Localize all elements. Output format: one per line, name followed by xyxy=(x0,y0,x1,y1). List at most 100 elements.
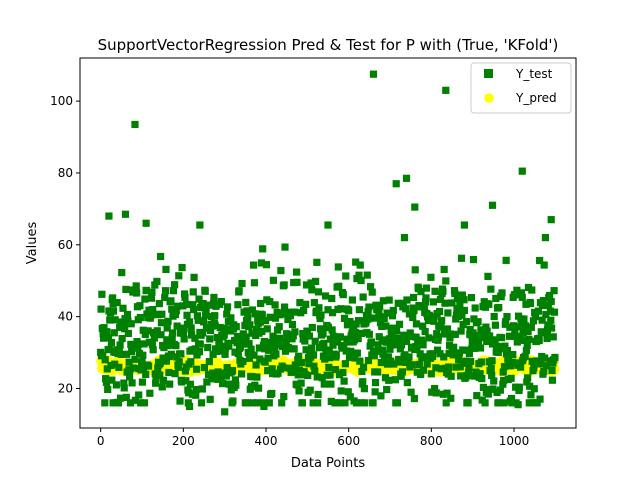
y-test-point xyxy=(528,286,536,294)
y-test-point xyxy=(292,268,301,276)
y-test-point xyxy=(278,399,286,407)
y-test-point xyxy=(328,326,336,334)
y-test-point xyxy=(246,321,254,329)
y-test-point xyxy=(249,399,257,407)
y-test-point xyxy=(255,344,263,352)
y-test-point xyxy=(399,299,407,307)
y-test-point xyxy=(328,294,336,303)
y-test-point xyxy=(328,309,337,317)
y-test-point xyxy=(196,340,204,348)
y-test-point xyxy=(182,377,190,385)
y-test-point xyxy=(235,287,243,295)
y-test-point xyxy=(281,347,290,355)
y-test-point xyxy=(253,373,261,381)
y-test-point xyxy=(215,340,223,348)
y-test-point xyxy=(317,311,325,319)
y-test-point xyxy=(131,396,139,404)
y-test-point xyxy=(179,329,187,337)
y-test-point xyxy=(250,261,258,269)
y-test-point xyxy=(278,342,287,351)
y-test-point xyxy=(402,305,410,313)
y-test-point xyxy=(127,320,135,328)
y-test-point xyxy=(441,299,449,307)
y-test-point xyxy=(474,318,482,326)
y-test-point xyxy=(261,358,269,366)
y-test-point xyxy=(455,355,463,364)
y-test-point xyxy=(531,313,540,321)
y-test-point xyxy=(127,340,135,348)
y-test-point xyxy=(500,399,508,407)
y-test-point xyxy=(488,371,496,380)
y-test-point xyxy=(234,349,242,358)
y-test-point xyxy=(412,320,421,328)
y-test-point xyxy=(256,318,264,326)
y-test-point xyxy=(223,364,231,372)
y-test-point xyxy=(365,303,373,311)
y-test-point xyxy=(354,335,362,343)
y-test-point xyxy=(534,307,542,315)
y-test-point xyxy=(302,281,311,289)
y-test-point xyxy=(131,120,139,129)
y-test-point xyxy=(436,350,444,358)
y-test-point xyxy=(413,343,421,351)
y-test-point xyxy=(391,376,399,384)
y-test-point xyxy=(99,352,107,360)
y-test-point xyxy=(383,309,391,317)
y-test-point xyxy=(175,272,183,280)
y-test-point xyxy=(260,402,268,411)
y-test-point xyxy=(411,266,419,274)
y-test-point xyxy=(332,351,340,359)
y-test-point xyxy=(324,323,333,332)
x-axis: 0 200 400 600 800 1000 xyxy=(97,428,529,448)
y-test-point xyxy=(364,308,372,316)
y-test-point xyxy=(244,314,252,322)
y-test-point xyxy=(132,282,140,290)
legend: Y_test Y_pred xyxy=(470,62,572,114)
y-axis-label: Values xyxy=(25,222,40,265)
y-test-point xyxy=(167,297,175,305)
y-test-point xyxy=(331,366,340,374)
y-test-point xyxy=(247,345,255,353)
y-test-point xyxy=(306,386,314,394)
y-test-point xyxy=(454,312,462,321)
y-test-point xyxy=(442,277,450,285)
y-test-point xyxy=(203,378,211,386)
y-test-point xyxy=(344,388,352,396)
y-test-point xyxy=(460,296,468,304)
y-test-point xyxy=(333,338,342,346)
y-test-point xyxy=(423,360,431,368)
y-test-point xyxy=(353,349,361,357)
y-test-point xyxy=(243,399,251,407)
y-test-point xyxy=(407,332,415,341)
y-test-point xyxy=(499,368,507,376)
y-test-point xyxy=(502,317,510,326)
y-test-point xyxy=(149,305,157,314)
y-test-point xyxy=(488,357,496,365)
y-test-point xyxy=(484,390,492,398)
y-test-point xyxy=(369,399,377,407)
y-test-point xyxy=(115,347,123,355)
y-test-point xyxy=(495,303,503,312)
y-test-point xyxy=(300,306,308,315)
y-test-point xyxy=(314,390,322,399)
y-test-point xyxy=(135,391,143,399)
y-test-point xyxy=(274,369,282,377)
y-test-point xyxy=(295,352,303,360)
y-test-point xyxy=(378,346,387,354)
y-test-point xyxy=(110,329,118,337)
y-test-point xyxy=(303,327,311,335)
y-test-point xyxy=(395,320,404,328)
x-tick-label: 1000 xyxy=(499,434,530,448)
y-test-point xyxy=(432,389,440,397)
y-test-point xyxy=(507,374,515,382)
y-test-point xyxy=(98,290,106,298)
y-test-point xyxy=(202,311,210,319)
y-test-point xyxy=(262,261,271,269)
y-test-point xyxy=(205,301,213,309)
y-test-point xyxy=(390,360,398,368)
y-test-point xyxy=(397,372,405,380)
y-test-point xyxy=(172,307,180,315)
y-test-point xyxy=(465,363,473,371)
y-test-point xyxy=(241,321,249,330)
